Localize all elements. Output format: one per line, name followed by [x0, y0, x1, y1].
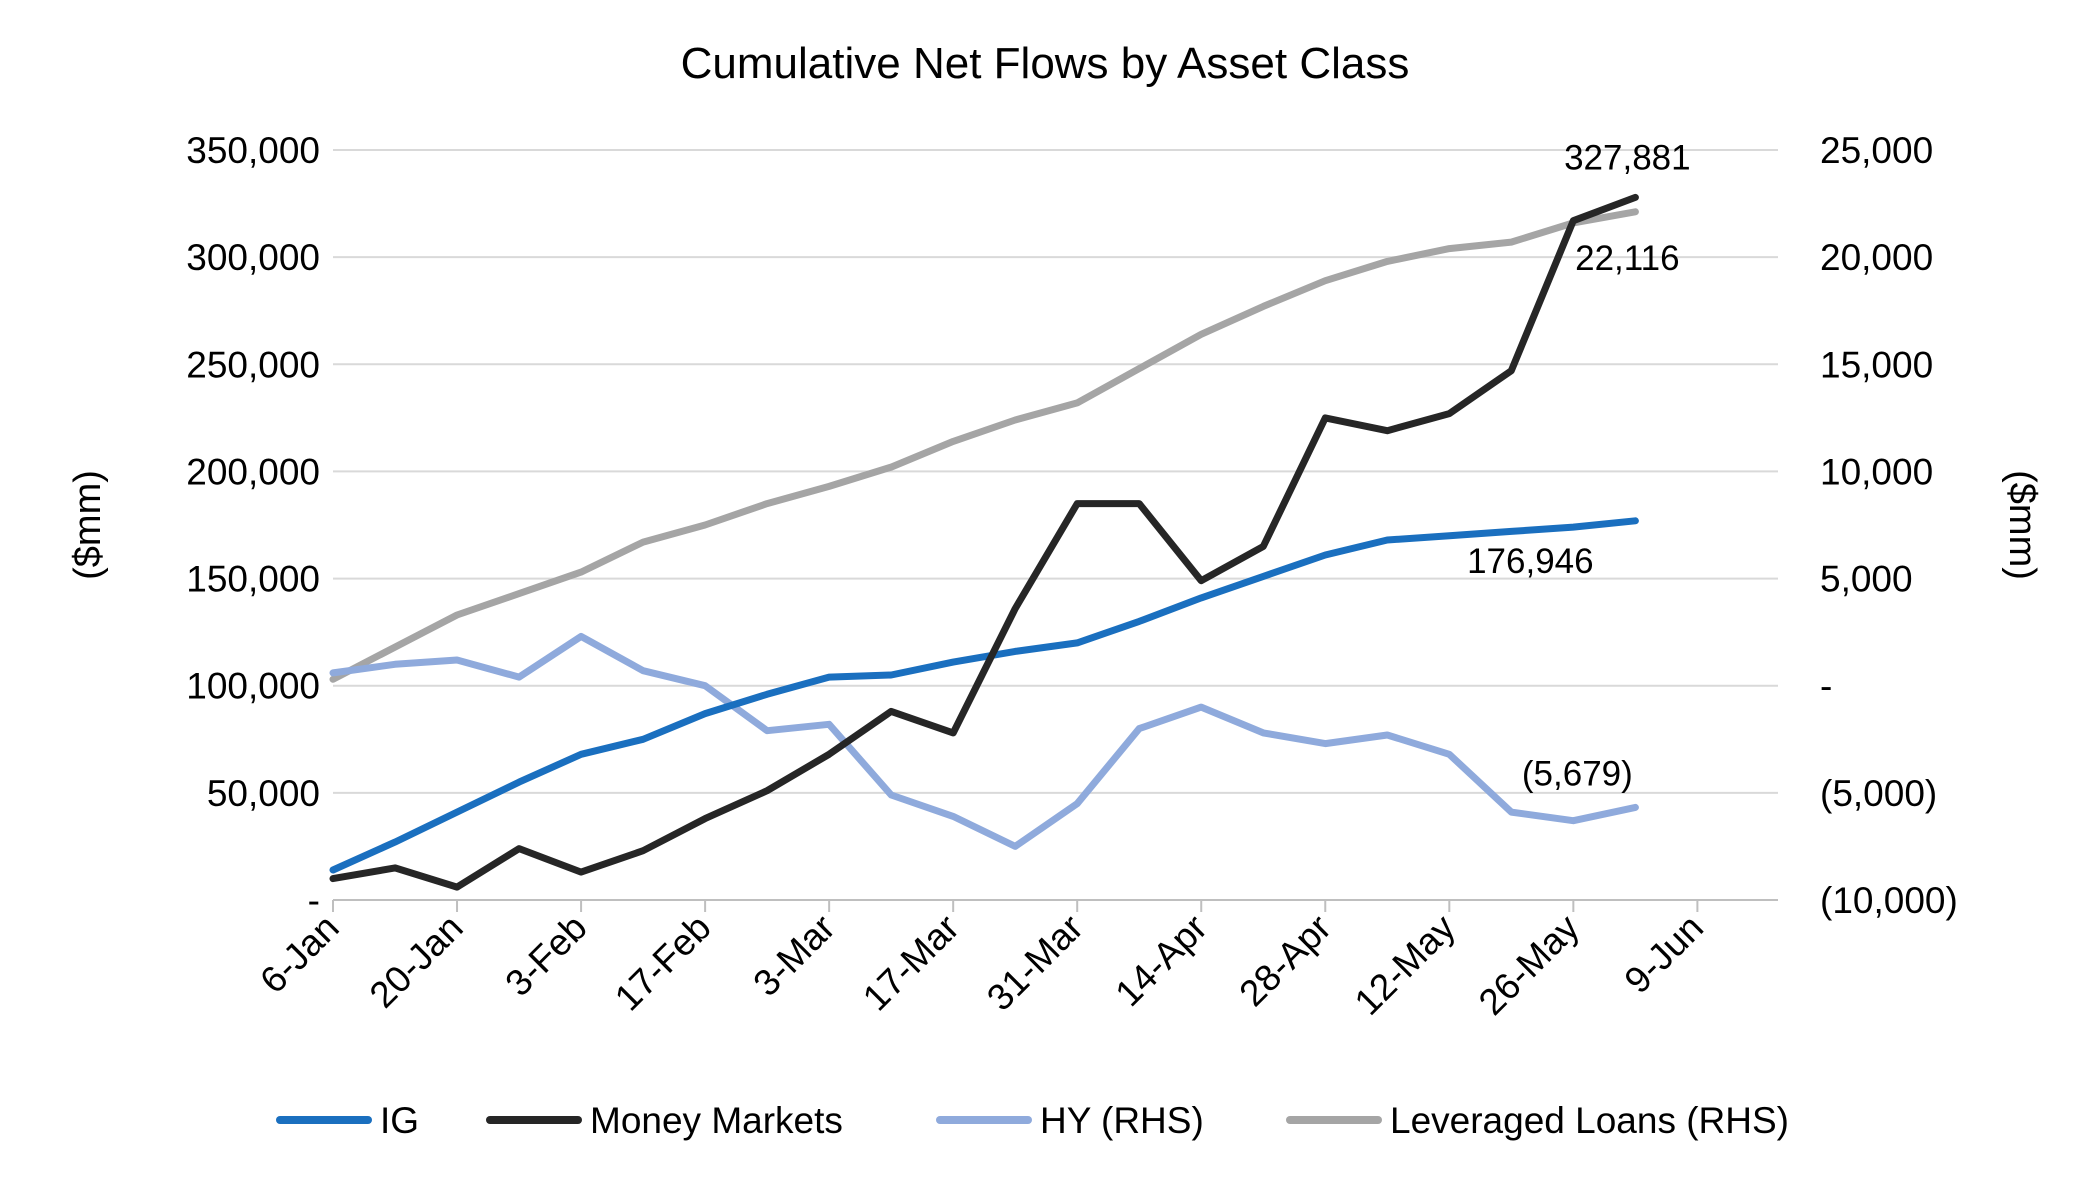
left-y-tick-label: 100,000	[186, 666, 320, 707]
left-axis-label: ($mm)	[67, 470, 109, 580]
left-y-tick-label: 200,000	[186, 451, 320, 492]
right-y-axis: (10,000) (5,000) - 5,000 10,000 15,000 20,000 2…	[1820, 130, 1958, 921]
left-y-tick-label: 300,000	[186, 237, 320, 278]
data-label: (5,679)	[1522, 754, 1633, 793]
legend-label: HY (RHS)	[1040, 1100, 1204, 1141]
data-label: 176,946	[1467, 542, 1594, 581]
series-line-leveraged-loans-rhs	[329, 208, 1639, 683]
x-tick-label: 31-Mar	[979, 907, 1091, 1019]
x-tick-label: 17-Mar	[855, 907, 967, 1019]
left-y-tick-label: -	[308, 880, 320, 921]
x-axis: 6-Jan 20-Jan 3-Feb 17-Feb 3-Mar 17-Mar 31-Mar 1…	[252, 899, 1778, 1023]
legend: IG Money Markets HY (RHS) Leveraged Loans (…	[276, 1100, 1789, 1141]
left-y-tick-label: 350,000	[186, 130, 320, 171]
x-tick-label: 28-Apr	[1231, 907, 1339, 1015]
x-tick-label: 6-Jan	[252, 907, 346, 1001]
data-labels: 327,881 22,116 176,946 (5,679)	[1467, 138, 1691, 793]
x-tick-label: 12-May	[1347, 906, 1464, 1023]
right-y-tick-label: (10,000)	[1820, 880, 1958, 921]
right-y-tick-label: 25,000	[1820, 130, 1933, 171]
left-y-tick-label: 50,000	[207, 773, 320, 814]
series-line-hy-rhs	[329, 632, 1639, 850]
right-y-tick-label: 15,000	[1820, 344, 1933, 385]
left-y-tick-label: 250,000	[186, 344, 320, 385]
legend-label: Money Markets	[590, 1100, 843, 1141]
left-y-axis: - 50,000 100,000 150,000 200,000 250,000 300,0…	[186, 130, 320, 921]
right-y-tick-label: 20,000	[1820, 237, 1933, 278]
x-tick-label: 3-Mar	[745, 907, 842, 1004]
series-line-ig	[329, 517, 1639, 874]
right-y-tick-label: (5,000)	[1820, 773, 1937, 814]
x-tick-label: 14-Apr	[1107, 907, 1215, 1015]
left-y-tick-label: 150,000	[186, 559, 320, 600]
x-tick-label: 3-Feb	[497, 907, 594, 1004]
gridlines	[333, 149, 1778, 794]
right-axis-label: ($mm)	[2001, 470, 2043, 580]
x-tick-label: 17-Feb	[607, 907, 719, 1019]
x-tick-label: 20-Jan	[362, 907, 471, 1016]
right-y-tick-label: -	[1820, 666, 1832, 707]
series-lines	[329, 193, 1639, 891]
right-y-tick-label: 5,000	[1820, 559, 1913, 600]
legend-label: IG	[380, 1100, 419, 1141]
x-tick-label: 9-Jun	[1617, 907, 1711, 1001]
data-label: 327,881	[1564, 138, 1691, 177]
x-tick-label: 26-May	[1471, 906, 1588, 1023]
series-line-money-markets	[329, 193, 1639, 891]
data-label: 22,116	[1575, 239, 1679, 278]
legend-label: Leveraged Loans (RHS)	[1390, 1100, 1789, 1141]
chart-title: Cumulative Net Flows by Asset Class	[681, 39, 1410, 88]
right-y-tick-label: 10,000	[1820, 451, 1933, 492]
